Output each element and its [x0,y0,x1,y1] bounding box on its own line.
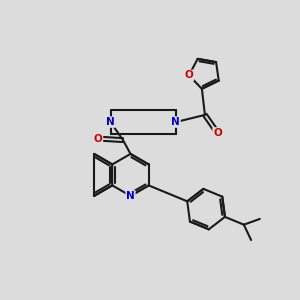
Text: N: N [106,117,115,127]
Text: O: O [184,70,193,80]
Text: N: N [171,117,180,127]
Text: O: O [213,128,222,138]
Text: N: N [126,191,135,201]
Text: O: O [94,134,103,144]
